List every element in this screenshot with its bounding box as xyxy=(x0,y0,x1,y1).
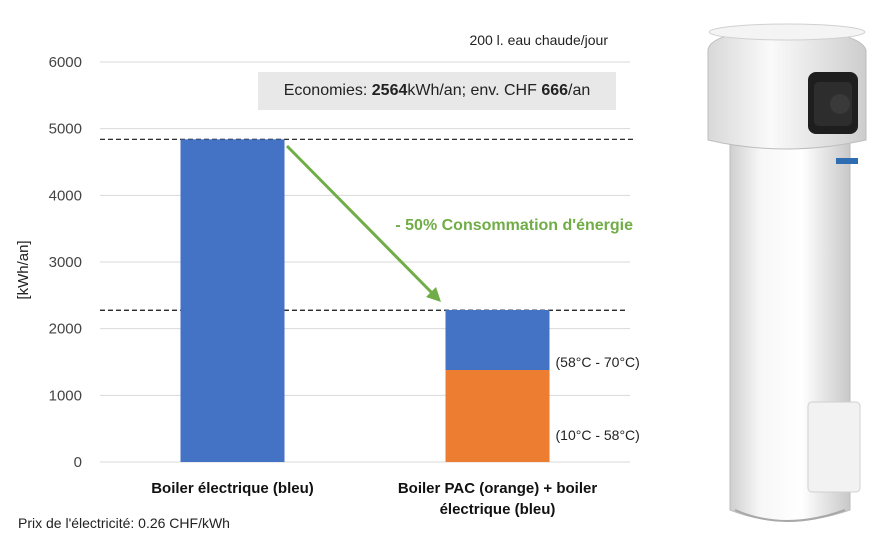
bars xyxy=(180,139,550,463)
category-label: électrique (bleu) xyxy=(440,501,556,518)
bar-segment xyxy=(445,310,550,370)
category-label: Boiler électrique (bleu) xyxy=(151,480,314,497)
bar-segment xyxy=(445,370,550,462)
annotation-arrow xyxy=(285,144,441,302)
y-ticks: 0 1000 2000 3000 4000 5000 6000 xyxy=(49,54,82,471)
bar-segment xyxy=(180,139,285,463)
gridlines xyxy=(100,61,630,463)
segment-label: (58°C - 70°C) xyxy=(556,354,640,370)
segment-label: (10°C - 58°C) xyxy=(556,427,640,443)
category-labels: Boiler électrique (bleu) Boiler PAC (oran… xyxy=(151,480,597,518)
heat-pump-water-heater-icon xyxy=(707,23,867,522)
y-tick-label: 0 xyxy=(74,454,82,471)
price-note: Prix de l'électricité: 0.26 CHF/kWh xyxy=(18,515,230,531)
savings-prefix: Economies: xyxy=(283,82,368,99)
y-tick-label: 5000 xyxy=(49,121,82,138)
savings-suffix: /an xyxy=(568,82,591,99)
savings-mid: kWh/an; env. CHF xyxy=(407,82,537,99)
y-axis-label: [kWh/an] xyxy=(15,240,32,299)
segment-labels: (10°C - 58°C) (58°C - 70°C) xyxy=(556,354,640,443)
savings-kwh: 2564 xyxy=(371,82,408,99)
y-tick-label: 3000 xyxy=(49,254,82,271)
annotation-text: - 50% Consommation d'énergie xyxy=(395,217,633,234)
arrow-line xyxy=(285,144,436,297)
y-tick-label: 2000 xyxy=(49,321,82,338)
chart: 0 1000 2000 3000 4000 5000 6000 [kWh/an] 200 l… xyxy=(15,32,640,518)
category-label: Boiler PAC (orange) + boiler xyxy=(398,480,597,497)
y-tick-label: 6000 xyxy=(49,54,82,71)
chart-subtitle: 200 l. eau chaude/jour xyxy=(469,32,608,48)
savings-chf: 666 xyxy=(541,82,569,99)
arrow-head xyxy=(426,287,441,302)
y-tick-label: 1000 xyxy=(49,387,82,404)
y-tick-label: 4000 xyxy=(49,187,82,204)
savings-box: Economies: 2564 kWh/an; env. CHF 666/an xyxy=(258,72,616,110)
